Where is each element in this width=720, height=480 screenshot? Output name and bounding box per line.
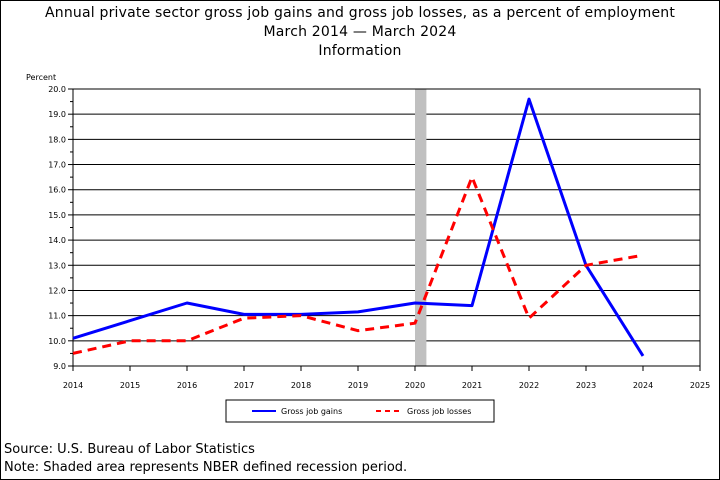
y-tick-label: 9.0 (53, 362, 66, 371)
y-tick-label: 11.0 (48, 312, 66, 321)
y-tick-label: 15.0 (48, 211, 66, 220)
y-tick-label: 10.0 (48, 337, 66, 346)
x-tick-label: 2022 (519, 381, 539, 390)
y-tick-label: 16.0 (48, 186, 66, 195)
x-tick-label: 2024 (633, 381, 653, 390)
x-tick-label: 2025 (690, 381, 710, 390)
y-tick-label: 20.0 (48, 85, 66, 94)
x-tick-label: 2017 (234, 381, 254, 390)
x-tick-label: 2014 (63, 381, 83, 390)
source-note: Source: U.S. Bureau of Labor Statistics (4, 442, 255, 457)
x-tick-label: 2019 (348, 381, 368, 390)
x-tick-label: 2015 (120, 381, 140, 390)
x-tick-label: 2020 (405, 381, 425, 390)
x-tick-label: 2018 (291, 381, 311, 390)
x-tick-label: 2023 (576, 381, 596, 390)
y-tick-label: 18.0 (48, 135, 66, 144)
legend-label-gross-job-gains: Gross job gains (281, 407, 342, 416)
y-tick-label: 12.0 (48, 286, 66, 295)
y-axis-label: Percent (26, 73, 56, 82)
plot-area (73, 89, 700, 366)
y-tick-label: 19.0 (48, 110, 66, 119)
chart-title-line-3: Information (318, 43, 402, 59)
x-tick-label: 2021 (462, 381, 482, 390)
chart-title-line-2: March 2014 — March 2024 (263, 24, 457, 40)
legend-label-gross-job-losses: Gross job losses (407, 407, 471, 416)
y-tick-label: 13.0 (48, 261, 66, 270)
series-line-gross-job-losses (72, 175, 644, 355)
chart-title-line-1: Annual private sector gross job gains an… (44, 5, 676, 21)
series-line-gross-job-gains (72, 97, 645, 357)
legend-box (225, 399, 495, 423)
x-tick-label: 2016 (177, 381, 197, 390)
recession-shading (415, 89, 427, 366)
recession-note: Note: Shaded area represents NBER define… (4, 460, 408, 475)
y-tick-label: 14.0 (48, 236, 66, 245)
y-tick-label: 17.0 (48, 161, 66, 170)
